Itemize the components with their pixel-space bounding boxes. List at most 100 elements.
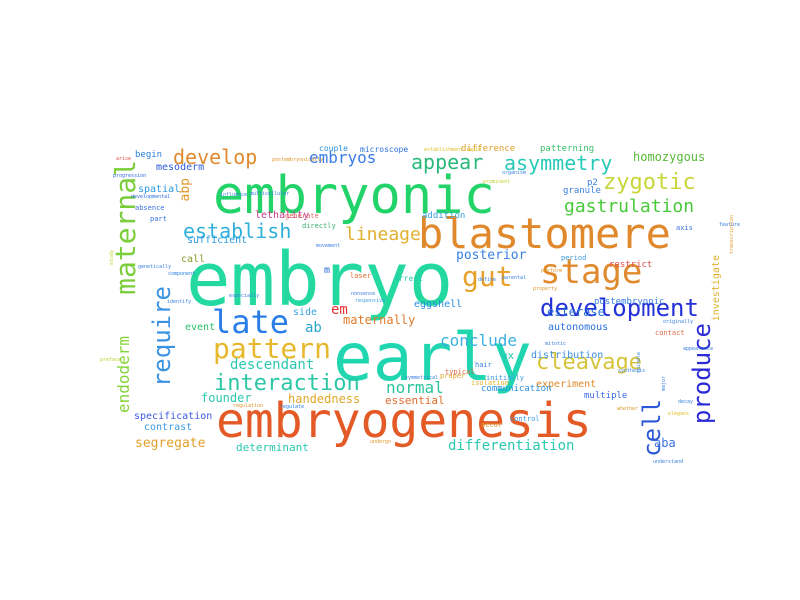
word-stage: stage <box>540 252 643 292</box>
word-component: component <box>168 271 196 277</box>
word-arrest: arrest <box>394 274 423 283</box>
word-undergo: undergo <box>370 439 392 445</box>
word-feature: feature <box>719 222 741 228</box>
word-whether: whether <box>617 406 639 412</box>
word-mesoderm: mesoderm <box>156 162 205 173</box>
word-cleavage: cleavage <box>536 350 642 375</box>
word-identify: identify <box>167 299 192 305</box>
word-occur: occur <box>481 421 503 429</box>
word-essential: essential <box>385 394 445 407</box>
word-elegans: elegans <box>668 411 690 417</box>
word-event: event <box>185 322 216 333</box>
word-m: m <box>324 265 331 276</box>
word-blastomere: blastomere <box>418 209 671 258</box>
word-responsive: responsive <box>355 298 386 304</box>
word-parental: parental <box>502 275 527 281</box>
word-typical: typical <box>445 368 475 376</box>
word-normal: normal <box>386 378 444 397</box>
word-proper: proper <box>440 372 466 380</box>
word-founder: founder <box>201 391 252 405</box>
word-multicellular: multicellular <box>250 191 290 197</box>
word-lethality: lethality <box>255 210 310 221</box>
word-absence: absence <box>135 204 165 212</box>
word-property: property <box>533 286 558 292</box>
word-embryo: embryo <box>186 237 454 323</box>
word-restrict: restrict <box>609 260 653 270</box>
word-influence: influence <box>220 192 248 198</box>
word-communication: communication <box>481 384 552 394</box>
word-sufficient: sufficient <box>187 235 248 246</box>
word-eggshell: eggshell <box>414 299 463 310</box>
word-progression: progression <box>113 173 147 179</box>
word-study: study <box>109 250 115 266</box>
word-autonomous: autonomous <box>548 322 609 333</box>
word-establishment-rapid: establishment rapid <box>424 147 482 153</box>
word-perform: perform <box>541 268 563 274</box>
word-embryonic: embryonic <box>213 166 495 226</box>
word-maternal: maternal <box>109 160 142 295</box>
word-pattern: pattern <box>213 332 332 365</box>
word-embryogenesis: embryogenesis <box>216 393 592 449</box>
word-em: em <box>331 302 348 318</box>
word-directly: directly <box>302 222 336 230</box>
word-decay: decay <box>678 399 694 405</box>
word-establish: establish <box>183 219 292 243</box>
word-regulate: regulate <box>280 404 305 410</box>
word-produce: produce <box>688 323 716 425</box>
word-experiment: experiment <box>536 379 597 390</box>
word-posterior: posterior <box>456 248 527 263</box>
word-early: early <box>333 319 532 396</box>
word-interaction: interaction <box>214 371 360 396</box>
word-synthesis: synthesis <box>618 368 646 374</box>
word-postembryonically: postembryonically <box>272 157 324 163</box>
word-maternally: maternally <box>343 313 416 327</box>
word-organism: organism <box>502 170 527 176</box>
word-zygotic: zygotic <box>603 170 696 195</box>
word-microscope: microscope <box>360 145 409 154</box>
word-developmental: developmental <box>131 194 171 200</box>
word-ax: ax <box>501 349 515 362</box>
word-handedness: handedness <box>288 392 361 406</box>
word-granule: granule <box>563 186 601 196</box>
word-postembryonic: postembryonic <box>594 297 665 307</box>
word-axis: axis <box>676 224 693 232</box>
word-contact: contact <box>655 329 685 337</box>
word-patterning: patterning <box>540 144 595 154</box>
word-appearance: appearance <box>683 346 714 352</box>
word-investigate: investigate <box>711 255 722 322</box>
word-descendant: descendant <box>230 357 315 373</box>
word-conclude: conclude <box>440 331 518 350</box>
word-nonsense: nonsense <box>351 291 376 297</box>
word-prominent: prominent <box>483 179 511 185</box>
word-appear: appear <box>411 150 484 174</box>
word-spatial: spatial <box>138 184 181 195</box>
word-hair: hair <box>475 361 492 369</box>
word-mitotic: mitotic <box>545 341 567 347</box>
word-development: development <box>540 294 699 322</box>
word-isolation: isolation <box>471 379 509 387</box>
word-gut: gut <box>462 260 513 293</box>
word-gastrulation: gastrulation <box>564 196 695 217</box>
word-asymmetry: asymmetry <box>504 151 613 175</box>
word-develop: develop <box>173 145 258 169</box>
word-specification: specification <box>134 411 213 422</box>
word-generate: generate <box>285 212 319 220</box>
word-abp: abp <box>178 178 193 202</box>
word-major: major <box>661 376 667 392</box>
word-late: late <box>212 303 290 341</box>
word-esterase: esterase <box>547 305 605 319</box>
word-differentiation: differentiation <box>448 438 575 454</box>
word-aba: aba <box>654 436 676 450</box>
word-difference: difference <box>461 144 516 154</box>
word-begin: begin <box>135 150 163 160</box>
word-especially: especially <box>229 293 260 299</box>
word-multiple: multiple <box>584 391 628 401</box>
word-lineage: lineage <box>345 224 421 245</box>
word-addition: addition <box>422 211 466 221</box>
word-transcription: transcription <box>729 215 735 255</box>
word-preface: preface <box>100 357 122 363</box>
word-period: period <box>561 254 587 262</box>
word-p2: p2 <box>587 178 598 188</box>
word-movement: movement <box>316 243 341 249</box>
